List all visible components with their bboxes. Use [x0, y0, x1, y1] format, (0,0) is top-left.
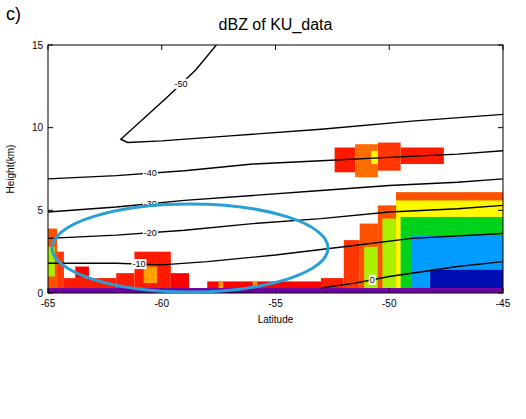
y-axis-title: Height(km) — [5, 145, 16, 194]
contour-line — [48, 234, 503, 265]
y-tick-label: 0 — [37, 288, 43, 299]
label-patch — [131, 259, 146, 269]
contour-label: 0 — [370, 275, 375, 285]
x-tick — [48, 45, 49, 50]
highlight-ellipse — [52, 204, 328, 292]
contour-label: -10 — [132, 259, 145, 269]
x-tick — [275, 288, 276, 293]
title: dBZ of KU_data — [219, 16, 333, 34]
chart: -50-40-30-20-100-65-60-55-50-45051015Lat… — [0, 0, 526, 419]
y-tick — [498, 293, 503, 294]
x-tick-label: -55 — [268, 298, 283, 309]
x-tick — [389, 45, 390, 50]
y-tick — [498, 127, 503, 128]
echo-cell — [412, 235, 503, 288]
x-tick — [389, 288, 390, 293]
label-patch — [143, 168, 158, 178]
plot-area — [48, 45, 503, 293]
echo-cell — [219, 281, 224, 288]
x-tick — [503, 45, 504, 50]
echo-cell — [171, 273, 189, 288]
echo-cell — [364, 247, 378, 288]
x-tick — [503, 288, 504, 293]
y-tick-label: 15 — [32, 40, 44, 51]
y-tick-label: 10 — [32, 122, 44, 133]
contour-label: -20 — [144, 228, 157, 238]
contour-labels: -50-40-30-20-100 — [131, 79, 375, 285]
echo-cell — [344, 240, 360, 288]
contour-label: -40 — [144, 168, 157, 178]
contour-line — [121, 45, 503, 143]
x-axis-title: Latitude — [258, 314, 294, 325]
y-tick — [498, 210, 503, 211]
x-tick-label: -45 — [496, 298, 511, 309]
label-patch — [143, 228, 158, 238]
x-tick — [48, 288, 49, 293]
label-patch — [174, 79, 189, 89]
y-tick — [48, 293, 53, 294]
echo-cell — [396, 200, 503, 288]
y-tick-label: 5 — [37, 205, 43, 216]
y-tick — [48, 45, 53, 46]
contour-line — [321, 262, 503, 288]
echo-cell — [57, 252, 64, 288]
contour-label: -50 — [175, 79, 188, 89]
echo-cell — [48, 288, 503, 293]
y-tick — [48, 127, 53, 128]
echo-cell — [134, 252, 170, 288]
label-patch — [369, 275, 376, 285]
echo-cell — [360, 224, 378, 288]
plot-frame — [48, 45, 503, 293]
panel-letter: c) — [6, 4, 21, 24]
x-tick-label: -60 — [155, 298, 170, 309]
x-tick — [275, 45, 276, 50]
echo-cell — [430, 270, 503, 288]
x-tick-label: -65 — [41, 298, 56, 309]
echo-cell — [401, 217, 503, 288]
y-tick — [48, 210, 53, 211]
y-tick — [498, 45, 503, 46]
x-tick — [161, 45, 162, 50]
x-tick-label: -50 — [382, 298, 397, 309]
contour-line — [48, 151, 503, 179]
contour-line — [48, 179, 503, 212]
